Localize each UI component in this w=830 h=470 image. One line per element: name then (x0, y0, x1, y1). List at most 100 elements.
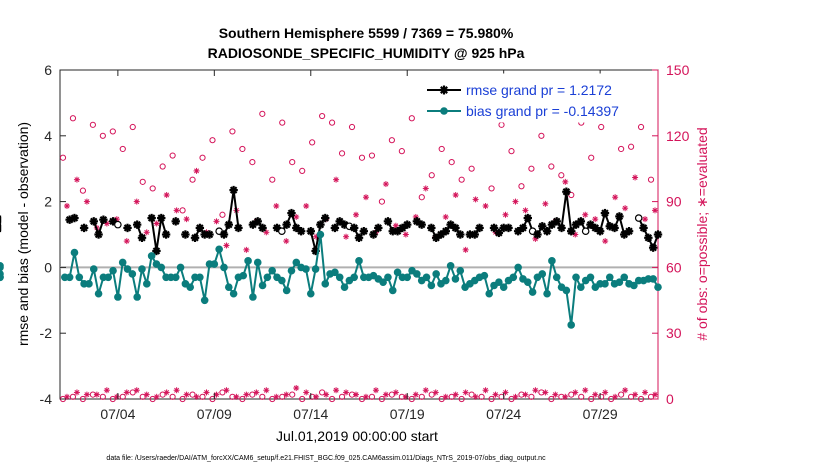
obs-evaluated-point (452, 192, 459, 199)
left-tick-label: 2 (44, 194, 52, 210)
obs-possible-point (428, 172, 435, 179)
obs-possible-low-point (299, 395, 306, 403)
obs-possible-point (468, 165, 475, 172)
bias-point (393, 268, 402, 277)
obs-evaluated-low-point (313, 393, 320, 400)
obs-possible-low-point (338, 393, 346, 400)
obs-possible-point (89, 121, 96, 128)
bias-point (171, 273, 180, 282)
x-axis-ticks: 07/04 07/09 07/14 07/19 07/24 07/29 (100, 70, 618, 422)
bias-point (562, 286, 571, 295)
obs-evaluated-low-point (602, 389, 609, 396)
bias-point (263, 273, 272, 282)
obs-evaluated-low-point (73, 389, 80, 396)
obs-possible-low-point (269, 395, 276, 403)
obs-evaluated-low-point (422, 387, 429, 394)
obs-possible-low-point (548, 395, 555, 403)
obs-possible-point (229, 128, 236, 135)
obs-evaluated-low-point (522, 391, 529, 398)
obs-evaluated-point (63, 202, 70, 209)
bias-point (94, 289, 103, 298)
obs-possible-point (309, 139, 316, 146)
obs-possible-low-point (388, 391, 395, 398)
obs-possible-low-point (608, 395, 615, 403)
rmse-point (287, 208, 296, 218)
rmse-point (557, 223, 566, 233)
rmse-point (137, 233, 147, 242)
obs-possible-point (647, 176, 655, 183)
bias-point (523, 278, 532, 287)
rmse-point (152, 246, 161, 256)
bias-point (253, 258, 262, 267)
rmse-point (132, 220, 142, 229)
obs-evaluated-point (353, 211, 360, 218)
chart-subtitle: RADIOSONDE_SPECIFIC_HUMIDITY @ 925 hPa (208, 45, 525, 61)
rmse-point (451, 223, 460, 233)
obs-possible-point (378, 198, 386, 205)
obs-evaluated-low-point (123, 389, 130, 396)
obs-evaluated-point (362, 194, 369, 201)
obs-evaluated-point (642, 216, 649, 223)
obs-evaluated-point (582, 211, 589, 218)
obs-possible-low-point (99, 393, 106, 400)
obs-possible-point (358, 154, 366, 161)
rmse-point (181, 230, 190, 239)
obs-possible-point (538, 132, 545, 139)
obs-evaluated-point (422, 185, 429, 192)
obs-possible-low-point (578, 393, 585, 400)
obs-evaluated-point (193, 167, 200, 174)
obs-evaluated-low-point (622, 387, 629, 394)
obs-possible-point (568, 191, 575, 199)
obs-possible-low-point (319, 389, 326, 396)
obs-evaluated-low-point (482, 387, 489, 394)
obs-possible-low-point (169, 393, 176, 400)
obs-evaluated-point (632, 174, 639, 181)
bias-point (350, 273, 358, 282)
bias-point (109, 266, 117, 275)
obs-evaluated-low-point (323, 391, 330, 398)
obs-evaluated-low-point (632, 391, 639, 398)
bias-point (89, 265, 98, 273)
obs-possible-low-point (647, 393, 655, 400)
obs-evaluated-point (542, 200, 549, 207)
legend-bias-label: bias grand pr = -0.14397 (466, 103, 619, 119)
obs-possible-low-point (418, 393, 425, 400)
obs-possible-low-point (378, 395, 386, 403)
obs-evaluated-low-point (372, 387, 379, 394)
obs-evaluated-low-point (572, 389, 579, 396)
bias-point (292, 258, 301, 267)
rmse-point (634, 214, 643, 222)
rmse-point (278, 227, 286, 236)
obs-evaluated-point (343, 233, 350, 240)
rmse-point (417, 220, 426, 229)
obs-possible-low-point (408, 395, 415, 403)
obs-possible-low-point (209, 395, 216, 403)
rmse-point (533, 230, 542, 239)
bias-point (442, 276, 450, 285)
bias-point (321, 280, 330, 288)
obs-possible-point (149, 185, 156, 192)
obs-evaluated-point (213, 218, 220, 225)
obs-evaluated-low-point (303, 389, 310, 396)
right-tick-label: 60 (666, 259, 682, 275)
rmse-series-line (150, 217, 168, 252)
obs-possible-point (448, 159, 455, 166)
obs-possible-point (338, 150, 346, 157)
bias-point (258, 281, 267, 290)
bias-point (605, 273, 614, 282)
obs-evaluated-low-point (223, 387, 230, 394)
rmse-point (648, 243, 658, 252)
bias-point (509, 273, 518, 282)
obs-evaluated-low-point (412, 391, 419, 398)
bias-point (104, 273, 113, 282)
obs-evaluated-low-point (153, 393, 160, 400)
rmse-point (581, 227, 590, 236)
right-axis-ticks: 0 30 60 90 120 150 (652, 62, 690, 407)
x-tick-label: 07/14 (293, 406, 328, 422)
bias-point (200, 296, 209, 305)
obs-evaluated-point (562, 178, 569, 185)
x-tick-label: 07/29 (583, 406, 618, 422)
rmse-point (552, 217, 561, 226)
bias-point (196, 273, 204, 282)
